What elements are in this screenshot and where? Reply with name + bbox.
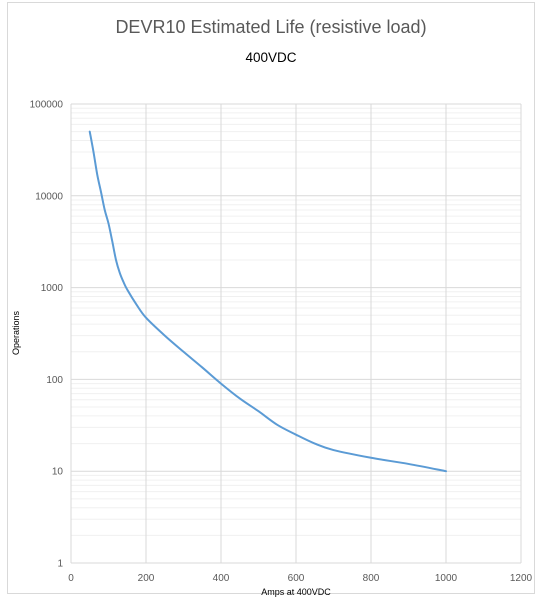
chart-title: DEVR10 Estimated Life (resistive load) [115,17,427,37]
y-tick-label: 100 [46,375,63,386]
chart-subtitle: 400VDC [245,50,297,65]
x-tick-label: 1200 [510,573,533,584]
y-tick-label: 1 [57,559,63,570]
chart-area [7,2,535,594]
x-tick-label: 600 [288,573,305,584]
x-tick-label: 0 [68,573,74,584]
y-tick-label: 100000 [30,100,64,111]
series-line [88,130,447,473]
y-axis-label: Operations [11,310,21,355]
y-tick-label: 1000 [41,283,64,294]
y-tick-label: 10000 [35,191,63,202]
x-axis-label: Amps at 400VDC [261,587,331,597]
x-tick-label: 1000 [435,573,458,584]
x-tick-label: 200 [138,573,155,584]
x-tick-label: 400 [213,573,230,584]
y-tick-label: 10 [52,467,64,478]
x-tick-label: 800 [363,573,380,584]
